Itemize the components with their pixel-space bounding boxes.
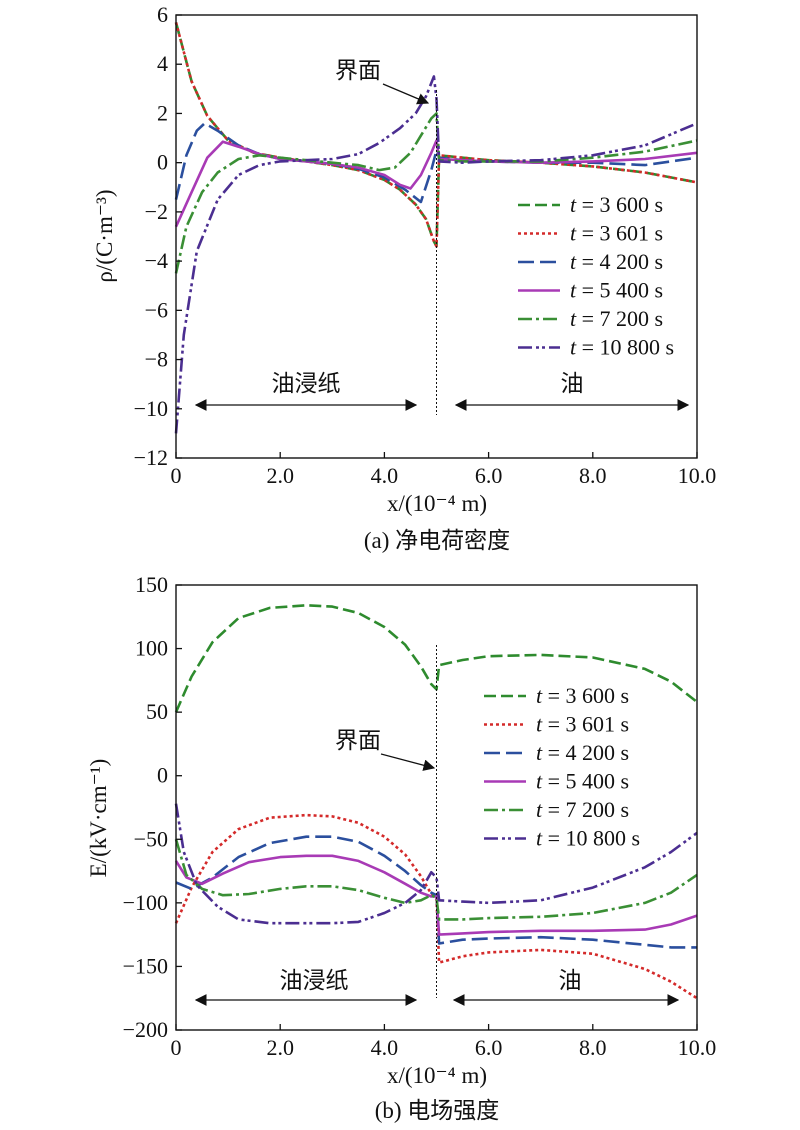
electric-field-legend-label-2: t = 3 601 s xyxy=(536,712,629,737)
electric-field-legend-label-6: t = 10 800 s xyxy=(536,826,640,851)
charge-density-y-tick-label: −8 xyxy=(145,347,168,372)
charge-density-y-tick-label: 4 xyxy=(157,51,168,76)
electric-field-x-tick-label: 2.0 xyxy=(266,1035,294,1060)
charge-density-legend-label-3: t = 4 200 s xyxy=(570,249,663,274)
electric-field-paper-region-label: 油浸纸 xyxy=(280,968,349,993)
charge-density-legend-label-6: t = 10 800 s xyxy=(570,335,674,360)
electric-field-x-tick-label: 10.0 xyxy=(678,1035,717,1060)
charge-density-x-tick-label: 4.0 xyxy=(371,463,399,488)
charge-density-series-line-6 xyxy=(174,75,698,434)
charge-density-x-axis-label: x/(10⁻⁴ m) xyxy=(387,491,487,516)
charge-density-interface-label: 界面 xyxy=(335,58,381,83)
charge-density-legend-label-1: t = 3 600 s xyxy=(570,192,663,217)
electric-field-x-tick-label: 4.0 xyxy=(371,1035,399,1060)
electric-field-legend-label-5: t = 7 200 s xyxy=(536,797,629,822)
electric-field-x-tick-label: 6.0 xyxy=(475,1035,503,1060)
charge-density-legend: t = 3 600 s t = 3 601 s t = 4 200 s t = 5 4… xyxy=(518,192,674,360)
charge-density-x-tick-label: 10.0 xyxy=(678,463,717,488)
charge-density-y-tick-label: 6 xyxy=(157,2,168,27)
charge-density-x-tick-label: 6.0 xyxy=(475,463,503,488)
electric-field-y-tick-label: −100 xyxy=(123,890,168,915)
electric-field-y-tick-label: 50 xyxy=(146,699,168,724)
charge-density-y-ticks: −12 −10 −8 −6 −4 −2 0 2 4 6 xyxy=(134,2,182,470)
electric-field-interface-label: 界面 xyxy=(335,728,381,753)
charge-density-plot-frame xyxy=(175,14,698,459)
electric-field-y-ticks: −200 −150 −100 −50 0 50 100 150 xyxy=(123,572,182,1042)
electric-field-y-tick-label: −200 xyxy=(123,1017,168,1042)
electric-field-y-tick-label: 0 xyxy=(157,763,168,788)
charge-density-y-tick-label: −10 xyxy=(134,396,168,421)
charge-density-x-tick-label: 2.0 xyxy=(266,463,294,488)
charge-density-y-axis-label: ρ/(C·m⁻³) xyxy=(92,189,117,282)
charge-density-y-tick-label: 0 xyxy=(157,150,168,175)
charge-density-oil-region-label: 油 xyxy=(561,371,584,396)
charge-density-x-ticks: 0 2.0 4.0 6.0 8.0 10.0 xyxy=(171,452,717,488)
electric-field-series-line-4 xyxy=(174,854,698,936)
charge-density-x-tick-label: 8.0 xyxy=(579,463,607,488)
electric-field-series-line-3 xyxy=(175,835,697,949)
electric-field-x-axis-label: x/(10⁻⁴ m) xyxy=(387,1063,487,1088)
electric-field-x-tick-label: 8.0 xyxy=(579,1035,607,1060)
charge-density-x-tick-label: 0 xyxy=(171,463,182,488)
electric-field-caption: (b) 电场强度 xyxy=(375,1098,500,1123)
charge-density-y-tick-label: 2 xyxy=(157,100,168,125)
charge-density-legend-label-5: t = 7 200 s xyxy=(570,306,663,331)
charge-density-legend-label-4: t = 5 400 s xyxy=(570,278,663,303)
electric-field-y-tick-label: 150 xyxy=(135,572,168,597)
electric-field-series-lines xyxy=(174,604,698,1000)
electric-field-series-line-6 xyxy=(174,803,698,925)
electric-field-y-tick-label: −150 xyxy=(123,953,168,978)
electric-field-oil-region-label: 油 xyxy=(559,968,582,993)
charge-density-series-lines xyxy=(174,22,698,434)
electric-field-chart: −200 −150 −100 −50 0 50 100 150 0 2.0 4.0 6.0 8.0 10… xyxy=(86,572,716,1123)
electric-field-legend: t = 3 600 s t = 3 601 s t = 4 200 s t = 5 4… xyxy=(484,683,640,851)
electric-field-y-tick-label: −50 xyxy=(134,826,168,851)
electric-field-legend-label-1: t = 3 600 s xyxy=(536,683,629,708)
charge-density-legend-label-2: t = 3 601 s xyxy=(570,221,663,246)
electric-field-x-tick-label: 0 xyxy=(171,1035,182,1060)
electric-field-series-line-1 xyxy=(174,604,698,713)
charge-density-y-tick-label: −12 xyxy=(134,445,168,470)
charge-density-y-tick-label: −2 xyxy=(145,199,168,224)
charge-density-caption: (a) 净电荷密度 xyxy=(364,528,510,553)
charge-density-y-tick-label: −4 xyxy=(145,248,168,273)
electric-field-x-ticks: 0 2.0 4.0 6.0 8.0 10.0 xyxy=(171,1024,717,1060)
charge-density-interface-arrow xyxy=(382,83,430,105)
electric-field-y-tick-label: 100 xyxy=(135,636,168,661)
charge-density-paper-region-label: 油浸纸 xyxy=(272,371,341,396)
charge-density-y-tick-label: −6 xyxy=(145,297,168,322)
electric-field-plot-frame xyxy=(175,584,698,1031)
electric-field-legend-label-4: t = 5 400 s xyxy=(536,769,629,794)
electric-field-legend-label-3: t = 4 200 s xyxy=(536,740,629,765)
electric-field-interface-arrow xyxy=(380,753,436,771)
electric-field-y-axis-label: E/(kV·cm⁻¹) xyxy=(86,759,111,878)
charge-density-chart: −12 −10 −8 −6 −4 −2 0 2 4 6 0 2.0 4.0 6.0 8.0 10.0 ρ/(… xyxy=(92,2,716,553)
